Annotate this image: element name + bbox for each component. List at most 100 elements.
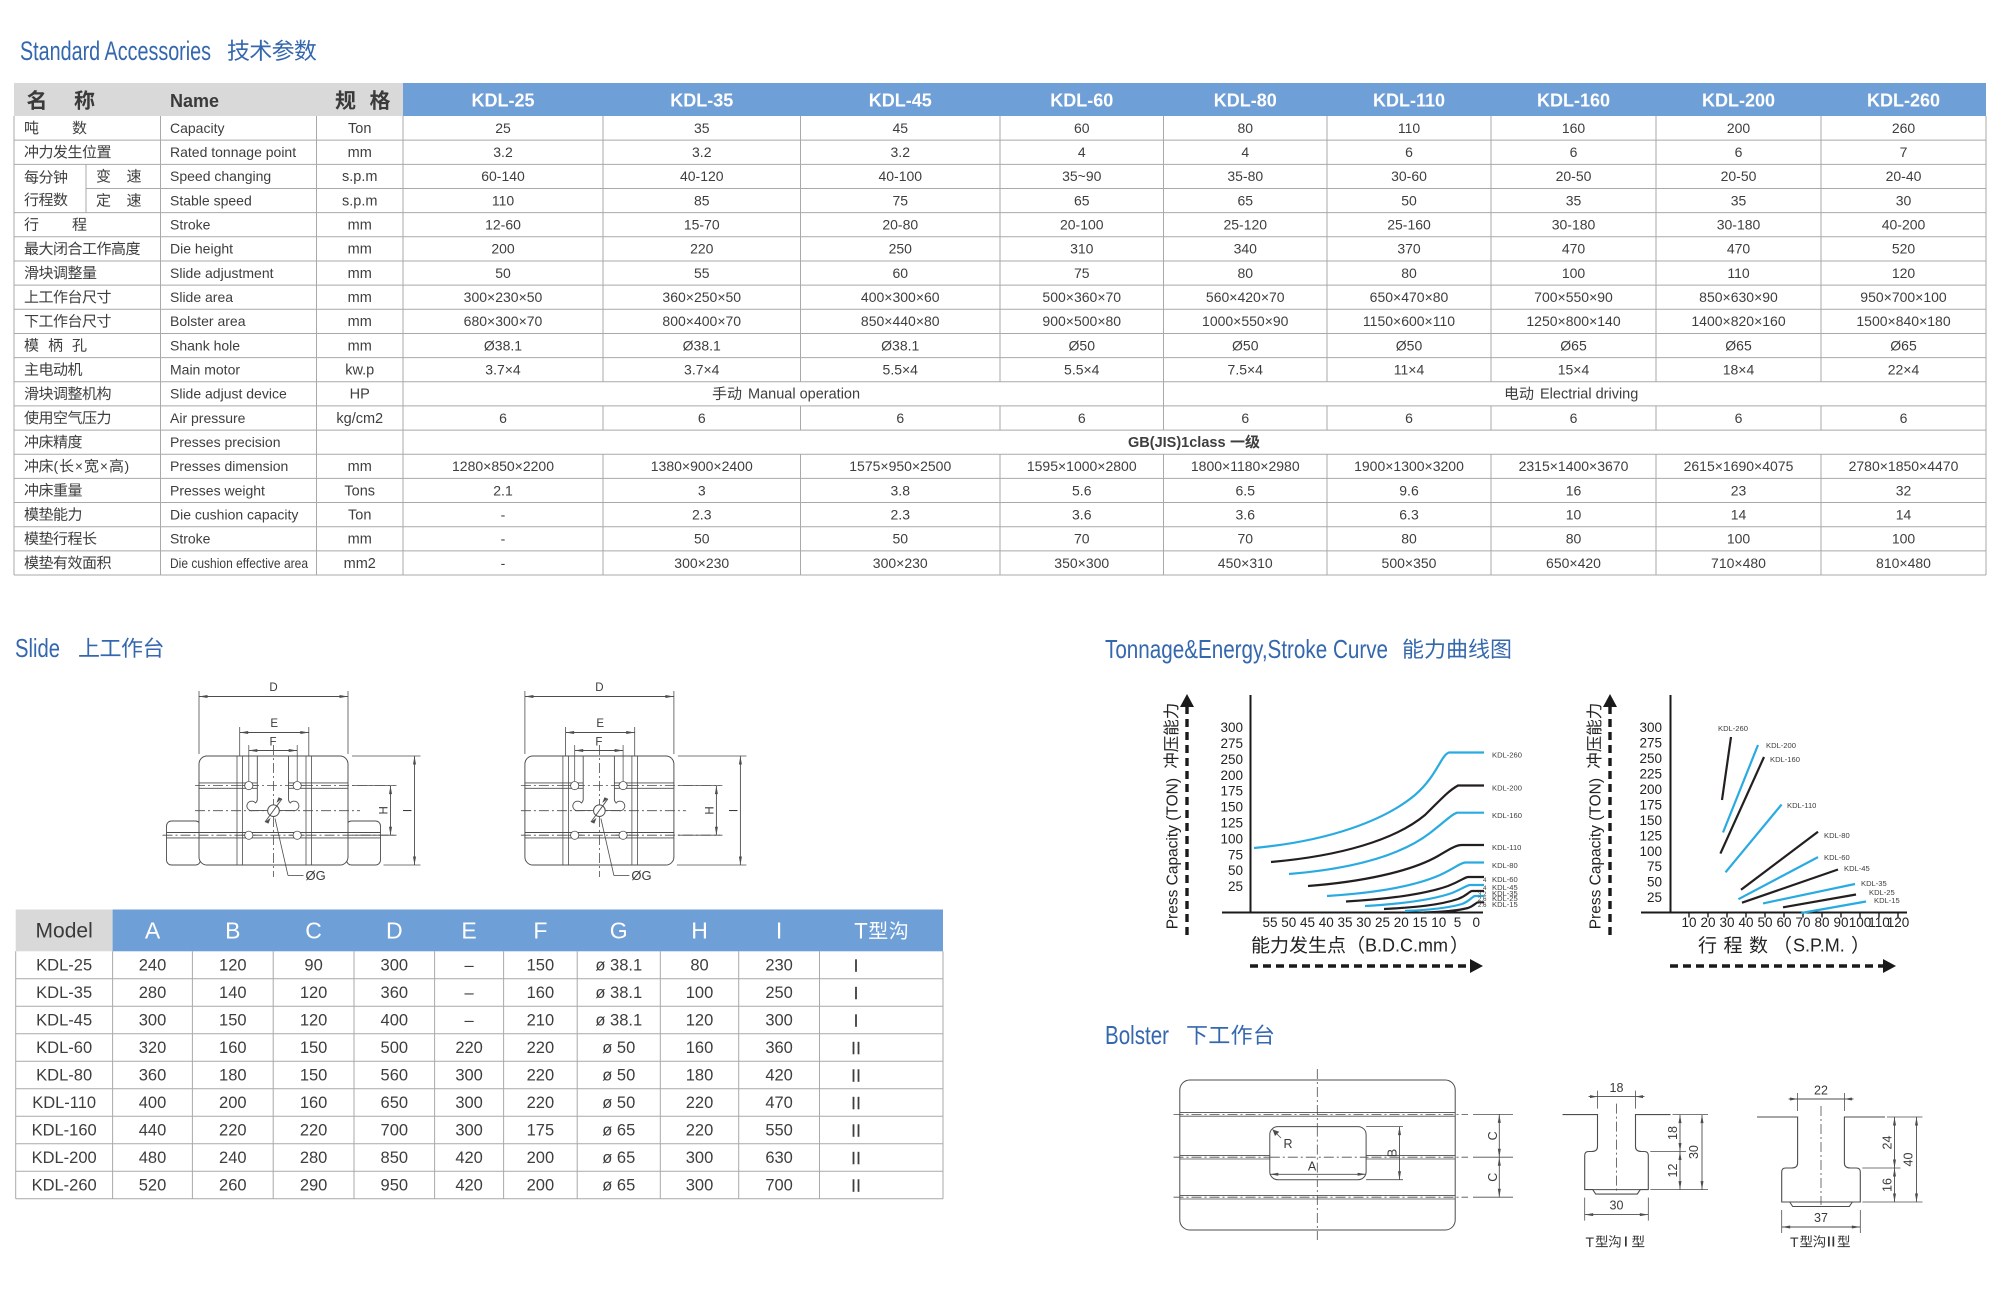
svg-text:300×230: 300×230 bbox=[873, 555, 928, 571]
svg-text:R: R bbox=[1284, 1137, 1293, 1151]
svg-text:mm2: mm2 bbox=[344, 556, 376, 572]
svg-text:200: 200 bbox=[527, 1176, 555, 1194]
svg-text:650×420: 650×420 bbox=[1546, 555, 1601, 571]
svg-text:Presses dimension: Presses dimension bbox=[170, 458, 288, 474]
svg-text:4: 4 bbox=[1483, 877, 1487, 884]
svg-text:B: B bbox=[1386, 1149, 1400, 1157]
svg-text:T: T bbox=[854, 919, 867, 944]
svg-text:175: 175 bbox=[1639, 797, 1662, 812]
svg-text:175: 175 bbox=[527, 1121, 555, 1139]
svg-text:45: 45 bbox=[1300, 915, 1315, 930]
svg-text:6.5: 6.5 bbox=[1236, 482, 1256, 498]
svg-text:20-50: 20-50 bbox=[1721, 168, 1757, 184]
svg-text:40-100: 40-100 bbox=[878, 168, 922, 184]
svg-text:Main motor: Main motor bbox=[170, 362, 240, 378]
svg-text:KDL-160: KDL-160 bbox=[1492, 811, 1522, 820]
svg-text:310: 310 bbox=[1070, 241, 1094, 257]
svg-text:850: 850 bbox=[381, 1149, 409, 1167]
svg-text:Tons: Tons bbox=[344, 483, 375, 499]
svg-text:220: 220 bbox=[686, 1121, 714, 1139]
svg-text:275: 275 bbox=[1639, 736, 1662, 751]
svg-text:35~90: 35~90 bbox=[1062, 168, 1102, 184]
svg-text:2.1: 2.1 bbox=[493, 482, 513, 498]
svg-text:5: 5 bbox=[1454, 915, 1462, 930]
svg-text:220: 220 bbox=[527, 1039, 555, 1057]
svg-text:300: 300 bbox=[381, 956, 409, 974]
svg-text:6: 6 bbox=[1405, 144, 1413, 160]
svg-text:35: 35 bbox=[1566, 192, 1582, 208]
svg-text:4: 4 bbox=[1483, 885, 1487, 892]
svg-text:KDL-80: KDL-80 bbox=[1824, 831, 1850, 840]
svg-text:290: 290 bbox=[300, 1176, 328, 1194]
svg-text:450×310: 450×310 bbox=[1218, 555, 1273, 571]
svg-text:250: 250 bbox=[765, 984, 793, 1002]
svg-text:6: 6 bbox=[1570, 144, 1578, 160]
svg-text:s.p.m: s.p.m bbox=[342, 193, 377, 209]
svg-text:10: 10 bbox=[1681, 915, 1696, 930]
svg-text:300: 300 bbox=[765, 1011, 793, 1029]
svg-text:mm: mm bbox=[348, 266, 372, 282]
svg-text:45: 45 bbox=[892, 120, 908, 136]
svg-text:470: 470 bbox=[1727, 241, 1751, 257]
svg-text:180: 180 bbox=[219, 1066, 247, 1084]
svg-text:70: 70 bbox=[1074, 531, 1090, 547]
svg-text:50: 50 bbox=[1647, 875, 1662, 890]
svg-text:40-120: 40-120 bbox=[680, 168, 724, 184]
svg-text:Ø50: Ø50 bbox=[1396, 337, 1423, 353]
svg-text:200: 200 bbox=[1727, 120, 1751, 136]
svg-text:100: 100 bbox=[1220, 831, 1243, 846]
svg-text:–: – bbox=[465, 1011, 475, 1029]
svg-text:1900×1300×3200: 1900×1300×3200 bbox=[1354, 458, 1464, 474]
svg-text:180: 180 bbox=[686, 1066, 714, 1084]
svg-text:300: 300 bbox=[686, 1149, 714, 1167]
svg-text:360: 360 bbox=[765, 1039, 793, 1057]
svg-text:30-180: 30-180 bbox=[1552, 217, 1596, 233]
svg-text:150: 150 bbox=[527, 956, 555, 974]
svg-text:420: 420 bbox=[455, 1149, 483, 1167]
svg-text:650: 650 bbox=[381, 1094, 409, 1112]
svg-text:30: 30 bbox=[1719, 915, 1734, 930]
svg-text:4: 4 bbox=[1241, 144, 1249, 160]
svg-text:230: 230 bbox=[765, 956, 793, 974]
svg-text:mm: mm bbox=[348, 459, 372, 475]
svg-text:F: F bbox=[595, 737, 602, 749]
svg-text:3.2: 3.2 bbox=[891, 144, 911, 160]
svg-text:KDL-60: KDL-60 bbox=[1492, 875, 1518, 884]
svg-text:A: A bbox=[145, 918, 161, 944]
svg-text:ø 65: ø 65 bbox=[602, 1149, 635, 1167]
svg-text:700: 700 bbox=[765, 1176, 793, 1194]
svg-text:Presses weight: Presses weight bbox=[170, 482, 265, 498]
svg-text:3.6: 3.6 bbox=[1236, 506, 1256, 522]
svg-text:80: 80 bbox=[690, 956, 708, 974]
svg-text:F: F bbox=[269, 737, 276, 749]
svg-text:250: 250 bbox=[1220, 752, 1243, 767]
svg-text:30-60: 30-60 bbox=[1391, 168, 1427, 184]
svg-text:Bolster area: Bolster area bbox=[170, 313, 246, 329]
svg-text:370: 370 bbox=[1397, 241, 1421, 257]
svg-text:60: 60 bbox=[892, 265, 908, 281]
svg-text:Ton: Ton bbox=[348, 507, 371, 523]
svg-text:14: 14 bbox=[1731, 506, 1747, 522]
svg-text:110: 110 bbox=[1727, 265, 1750, 281]
svg-text:20: 20 bbox=[1394, 915, 1409, 930]
svg-text:75: 75 bbox=[892, 192, 908, 208]
svg-text:GB(JIS)1class: GB(JIS)1class bbox=[1128, 435, 1226, 451]
svg-text:ø 50: ø 50 bbox=[602, 1039, 635, 1057]
svg-text:630: 630 bbox=[765, 1149, 793, 1167]
svg-text:500×350: 500×350 bbox=[1382, 555, 1437, 571]
svg-text:I: I bbox=[403, 809, 415, 812]
svg-text:1575×950×2500: 1575×950×2500 bbox=[849, 458, 951, 474]
svg-text:900×500×80: 900×500×80 bbox=[1042, 313, 1121, 329]
svg-text:50: 50 bbox=[1757, 915, 1772, 930]
svg-text:850×630×90: 850×630×90 bbox=[1699, 289, 1778, 305]
svg-text:C: C bbox=[1486, 1173, 1500, 1182]
svg-text:9.6: 9.6 bbox=[1399, 482, 1419, 498]
svg-text:680×300×70: 680×300×70 bbox=[464, 313, 543, 329]
svg-text:Standard Accessories: Standard Accessories bbox=[20, 36, 211, 66]
svg-text:470: 470 bbox=[1562, 241, 1586, 257]
svg-text:Ø38.1: Ø38.1 bbox=[683, 337, 721, 353]
svg-text:550: 550 bbox=[765, 1121, 793, 1139]
svg-text:Die cushion effective area: Die cushion effective area bbox=[170, 555, 308, 571]
svg-text:220: 220 bbox=[690, 241, 714, 257]
svg-text:400×300×60: 400×300×60 bbox=[861, 289, 940, 305]
